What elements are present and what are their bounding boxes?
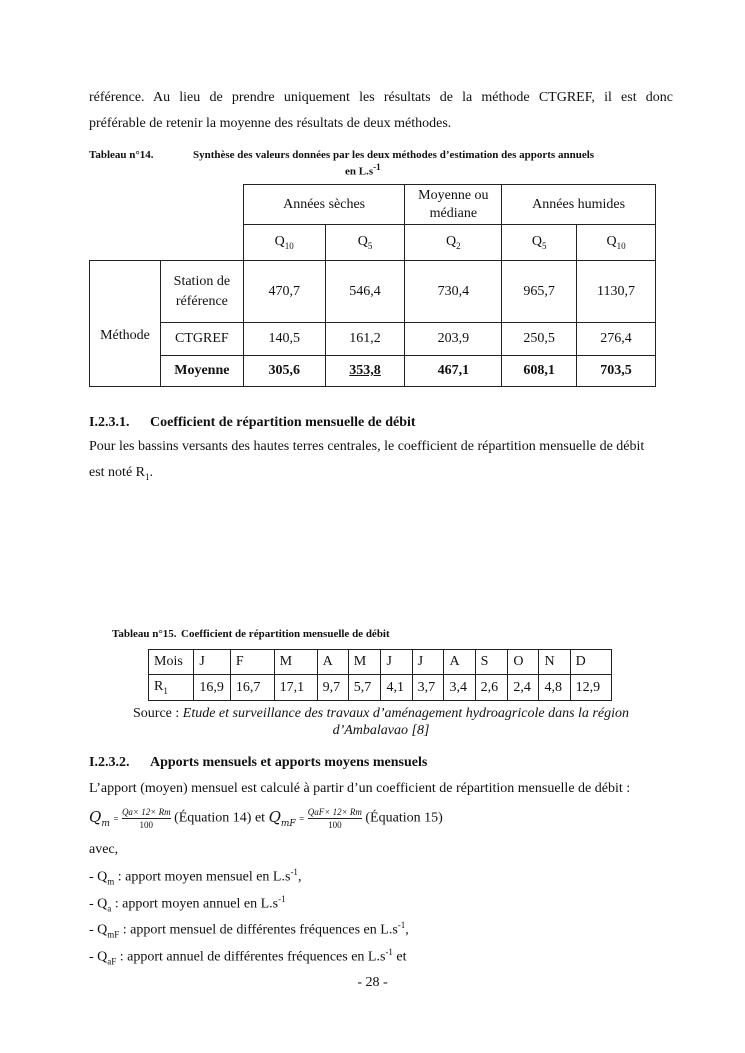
row-group-methode: Méthode xyxy=(89,260,161,387)
month-header: M xyxy=(347,649,382,675)
paragraph-line: est noté R1. xyxy=(89,465,153,482)
row-label: Moyenne xyxy=(159,355,244,387)
section-number: I.2.3.2. xyxy=(89,755,130,770)
coefficient-cell: 4,8 xyxy=(538,674,571,701)
paragraph-line: L’apport (moyen) mensuel est calculé à p… xyxy=(89,781,631,796)
paragraph-line: référence. Au lieu de prendre uniquement… xyxy=(89,90,673,105)
cell: 470,7 xyxy=(242,260,326,323)
row-label: CTGREF xyxy=(159,322,244,356)
row-label: Station de référence xyxy=(159,260,244,323)
month-header: A xyxy=(443,649,476,675)
table15-caption-text: Coefficient de répartition mensuelle de … xyxy=(181,628,390,640)
section-number: I.2.3.1. xyxy=(89,415,130,430)
month-header: M xyxy=(273,649,318,675)
cell: 305,6 xyxy=(242,355,326,387)
cell: 161,2 xyxy=(324,322,406,356)
eq1-lhs: Qm xyxy=(89,807,110,829)
cell: 608,1 xyxy=(501,355,578,387)
list-item: - QaF : apport annuel de différentes fré… xyxy=(89,946,407,966)
coefficient-cell: 2,4 xyxy=(507,674,540,701)
coefficient-cell: 2,6 xyxy=(474,674,509,701)
table14-caption-number: Tableau n°14. xyxy=(89,149,154,161)
header-mois: Mois xyxy=(147,649,195,675)
cell: 730,4 xyxy=(404,260,503,323)
eq2-fraction: QaF× 12× Rm 100 xyxy=(307,807,362,830)
coefficient-cell: 9,7 xyxy=(316,674,349,701)
list-item: - Qm : apport moyen mensuel en L.s-1, xyxy=(89,867,302,887)
coefficient-cell: 17,1 xyxy=(273,674,318,701)
cell: 1130,7 xyxy=(576,260,656,323)
table14-caption-unit: en L.s-1 xyxy=(345,162,381,178)
table14-caption-text: Synthèse des valeurs données par les deu… xyxy=(193,149,595,161)
eq2-lhs: QmF xyxy=(268,807,296,829)
cell: 276,4 xyxy=(576,322,656,356)
subheader-q10: Q10 xyxy=(242,224,326,261)
cell: 546,4 xyxy=(324,260,406,323)
page-number: - 28 - xyxy=(357,975,388,990)
table15-caption-number: Tableau n°15. xyxy=(112,628,177,640)
section-title: Coefficient de répartition mensuelle de … xyxy=(150,415,416,430)
eq1-fraction: Qa× 12× Rm 100 xyxy=(121,807,171,830)
cell: 203,9 xyxy=(404,322,503,356)
month-header: D xyxy=(569,649,613,675)
paragraph-line: préférable de retenir la moyenne des rés… xyxy=(89,116,452,131)
paragraph-line: avec, xyxy=(89,842,119,857)
table-row: CTGREF 140,5 161,2 203,9 250,5 276,4 xyxy=(90,322,656,356)
row-label-r1: R1 xyxy=(147,674,195,701)
header-annees-seches: Années sèches xyxy=(242,184,406,225)
cell: 703,5 xyxy=(576,355,656,387)
coefficient-cell: 3,4 xyxy=(443,674,476,701)
list-item: - Qa : apport moyen annuel en L.s-1 xyxy=(89,893,286,913)
cell: 140,5 xyxy=(242,322,326,356)
month-header: A xyxy=(316,649,349,675)
month-header: F xyxy=(229,649,275,675)
coefficient-cell: 3,7 xyxy=(411,674,445,701)
coefficient-cell: 16,9 xyxy=(193,674,231,701)
coefficient-cell: 12,9 xyxy=(569,674,613,701)
source-note: Source : Etude et surveillance des trava… xyxy=(133,706,629,738)
paragraph-line: Pour les bassins versants des hautes ter… xyxy=(89,439,645,454)
subheader-q10: Q10 xyxy=(576,224,656,261)
month-header: S xyxy=(474,649,509,675)
coefficient-cell: 4,1 xyxy=(380,674,413,701)
month-header: J xyxy=(193,649,231,675)
cell: 353,8 xyxy=(324,355,406,387)
coefficient-cell: 16,7 xyxy=(229,674,275,701)
subheader-q5: Q5 xyxy=(501,224,578,261)
cell: 250,5 xyxy=(501,322,578,356)
list-item: - QmF : apport mensuel de différentes fr… xyxy=(89,920,409,940)
cell: 965,7 xyxy=(501,260,578,323)
section-title: Apports mensuels et apports moyens mensu… xyxy=(150,755,428,770)
month-header: J xyxy=(411,649,445,675)
table-15: Mois J F M A M J J A S O N D R1 16,9 16,7 17,1 9,7 5,7 4,1… xyxy=(147,649,613,701)
coefficient-cell: 5,7 xyxy=(347,674,382,701)
table-row: Moyenne 305,6 353,8 467,1 608,1 703,5 xyxy=(90,355,656,387)
month-header: N xyxy=(538,649,571,675)
header-moyenne: Moyenne ou médiane xyxy=(404,184,503,225)
subheader-q2: Q2 xyxy=(404,224,503,261)
table-row: Méthode Station de référence 470,7 546,4… xyxy=(89,260,656,387)
header-annees-humides: Années humides xyxy=(501,184,656,225)
cell: 467,1 xyxy=(404,355,503,387)
month-header: O xyxy=(507,649,540,675)
month-header: J xyxy=(380,649,413,675)
table-14: Années sèches Moyenne ou médiane Années … xyxy=(89,184,656,387)
subheader-q5: Q5 xyxy=(324,224,406,261)
equations: Qm = Qa× 12× Rm 100 (Équation 14) et QmF … xyxy=(89,807,443,830)
